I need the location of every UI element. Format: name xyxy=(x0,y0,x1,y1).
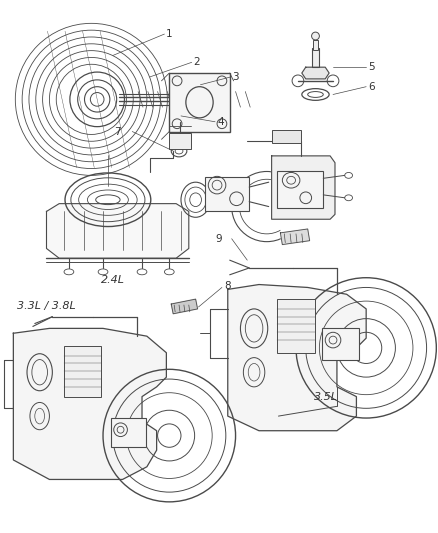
Text: 2.4L: 2.4L xyxy=(101,275,125,285)
Bar xyxy=(311,48,319,67)
Text: 1: 1 xyxy=(166,29,172,39)
Bar xyxy=(313,40,318,50)
Polygon shape xyxy=(14,328,166,480)
Text: 3: 3 xyxy=(233,72,239,82)
Text: 6: 6 xyxy=(368,82,375,92)
Polygon shape xyxy=(46,204,189,258)
Bar xyxy=(276,299,315,353)
Bar xyxy=(111,418,146,447)
Text: 9: 9 xyxy=(215,234,222,244)
Text: 3.5L: 3.5L xyxy=(314,392,338,402)
Text: 3.3L / 3.8L: 3.3L / 3.8L xyxy=(17,301,76,311)
Polygon shape xyxy=(302,67,329,79)
Bar xyxy=(170,133,191,149)
Polygon shape xyxy=(228,285,366,431)
Polygon shape xyxy=(272,156,335,219)
Bar xyxy=(64,346,101,397)
Bar xyxy=(322,328,359,360)
Circle shape xyxy=(311,32,319,40)
Text: 7: 7 xyxy=(114,126,120,136)
Text: 5: 5 xyxy=(368,62,375,72)
Bar xyxy=(170,73,230,132)
Text: 4: 4 xyxy=(217,117,224,127)
Bar xyxy=(272,130,301,143)
Polygon shape xyxy=(171,299,198,314)
Bar xyxy=(205,177,249,212)
Text: 2: 2 xyxy=(194,58,200,67)
Text: 8: 8 xyxy=(224,280,230,290)
Polygon shape xyxy=(280,229,310,245)
Bar xyxy=(276,171,323,207)
